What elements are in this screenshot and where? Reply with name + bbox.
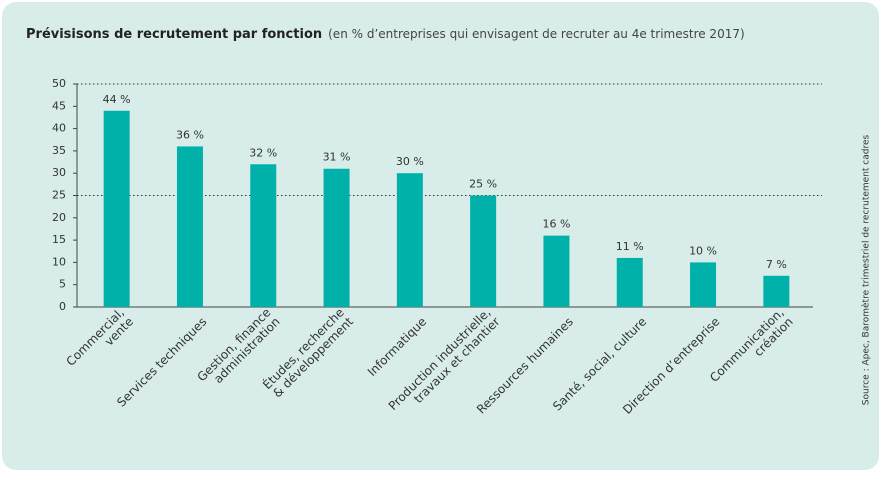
y-tick-label: 0 [59, 300, 66, 313]
bar [396, 173, 423, 307]
value-label: 10 % [689, 244, 717, 257]
y-tick-label: 10 [52, 255, 66, 268]
background [2, 2, 879, 470]
title: Prévisisons de recrutement par fonction [26, 27, 322, 42]
bar [176, 146, 203, 307]
y-tick-label: 20 [52, 211, 66, 224]
y-tick-label: 15 [52, 233, 66, 246]
value-label: 16 % [542, 218, 570, 231]
value-label: 31 % [323, 151, 351, 164]
y-tick-label: 45 [52, 99, 66, 112]
bar [690, 262, 717, 307]
value-label: 11 % [616, 240, 644, 253]
bar [470, 195, 497, 307]
value-label: 36 % [176, 128, 204, 141]
value-label: 25 % [469, 178, 497, 191]
bar [103, 110, 130, 307]
y-tick-label: 5 [59, 278, 66, 291]
bar [763, 275, 790, 307]
y-tick-label: 25 [52, 189, 66, 202]
value-label: 7 % [766, 258, 787, 271]
bar [543, 235, 570, 307]
value-label: 44 % [103, 93, 131, 106]
bar [323, 168, 350, 307]
source: Source : Apec, Baromètre trimestriel de … [861, 134, 872, 405]
y-tick-label: 50 [52, 77, 66, 90]
y-tick-label: 30 [52, 166, 66, 179]
bar [250, 164, 277, 307]
subtitle: (en % d’entreprises qui envisagent de re… [328, 27, 745, 41]
value-label: 30 % [396, 155, 424, 168]
y-tick-label: 35 [52, 144, 66, 157]
value-label: 32 % [249, 146, 277, 159]
y-tick-label: 40 [52, 122, 66, 135]
bar [616, 257, 643, 307]
chart-title: Prévisisons de recrutement par fonction (… [26, 27, 745, 42]
